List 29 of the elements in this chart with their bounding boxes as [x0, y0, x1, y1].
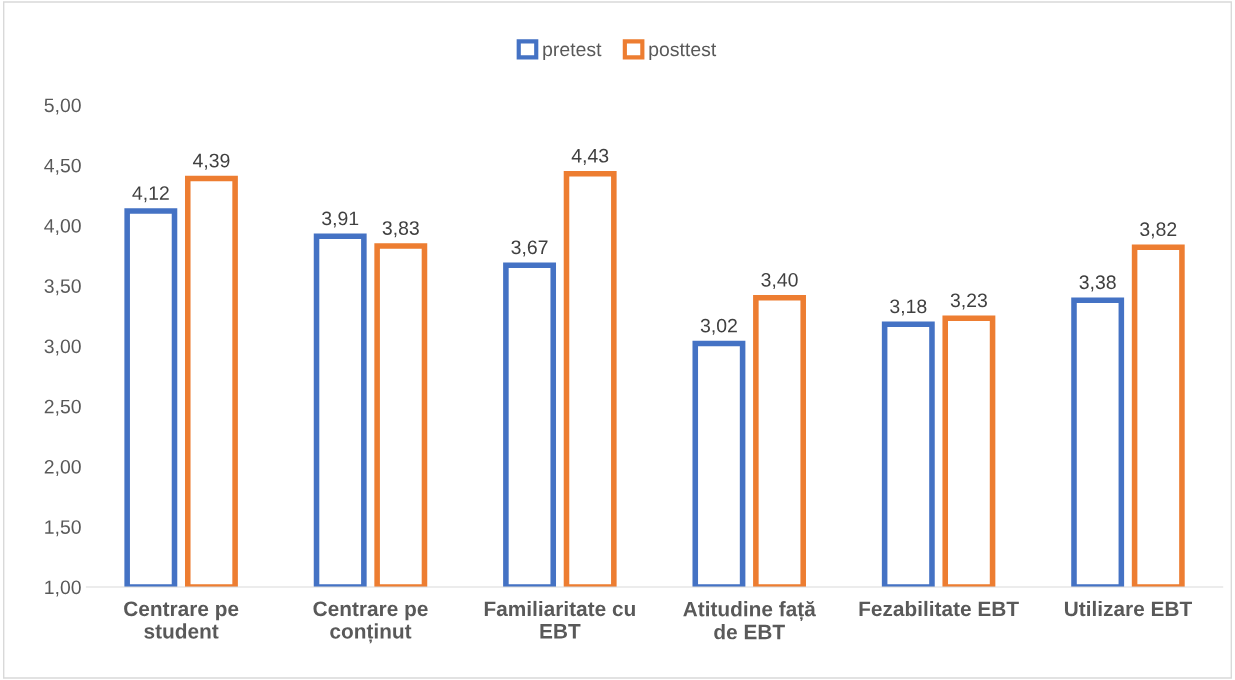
data-label: 3,82: [1140, 222, 1177, 239]
data-label: 3,23: [950, 293, 987, 310]
data-label: 3,38: [1079, 275, 1116, 292]
x-tick-label: Centrare pe conținut: [313, 601, 428, 644]
x-tick-label: Centrare pe student: [124, 601, 239, 639]
x-tick-label: Utilizare EBT: [1064, 600, 1192, 617]
x-tick-label: Familiaritate cu EBT: [484, 600, 635, 639]
y-tick-label: 3,00: [44, 339, 81, 356]
y-tick-label: 3,50: [44, 279, 81, 296]
y-tick-label: 1,00: [45, 580, 81, 597]
y-tick-label: 4,00: [44, 218, 81, 236]
x-tick-label: Atitudine față de EBT: [683, 600, 816, 640]
y-tick-label: 2,00: [44, 459, 81, 477]
data-label: 4,43: [571, 148, 609, 165]
data-label: 3,40: [761, 272, 798, 290]
data-label: 3,02: [700, 318, 737, 335]
y-tick-label: 4,50: [44, 158, 81, 175]
data-label: 3,18: [890, 299, 927, 316]
legend-label: posttest: [649, 43, 717, 61]
data-label: 4,12: [132, 186, 169, 203]
y-tick-label: 1,50: [45, 520, 81, 537]
y-tick-label: 5,00: [44, 98, 81, 115]
data-label: 3,67: [511, 240, 548, 257]
x-tick-label: Fezabilitate EBT: [859, 600, 1019, 617]
legend-label: pretest: [543, 43, 602, 61]
data-label: 4,39: [192, 153, 230, 170]
data-label: 3,91: [322, 211, 359, 228]
data-label: 3,83: [382, 221, 419, 238]
y-tick-label: 2,50: [44, 399, 81, 416]
